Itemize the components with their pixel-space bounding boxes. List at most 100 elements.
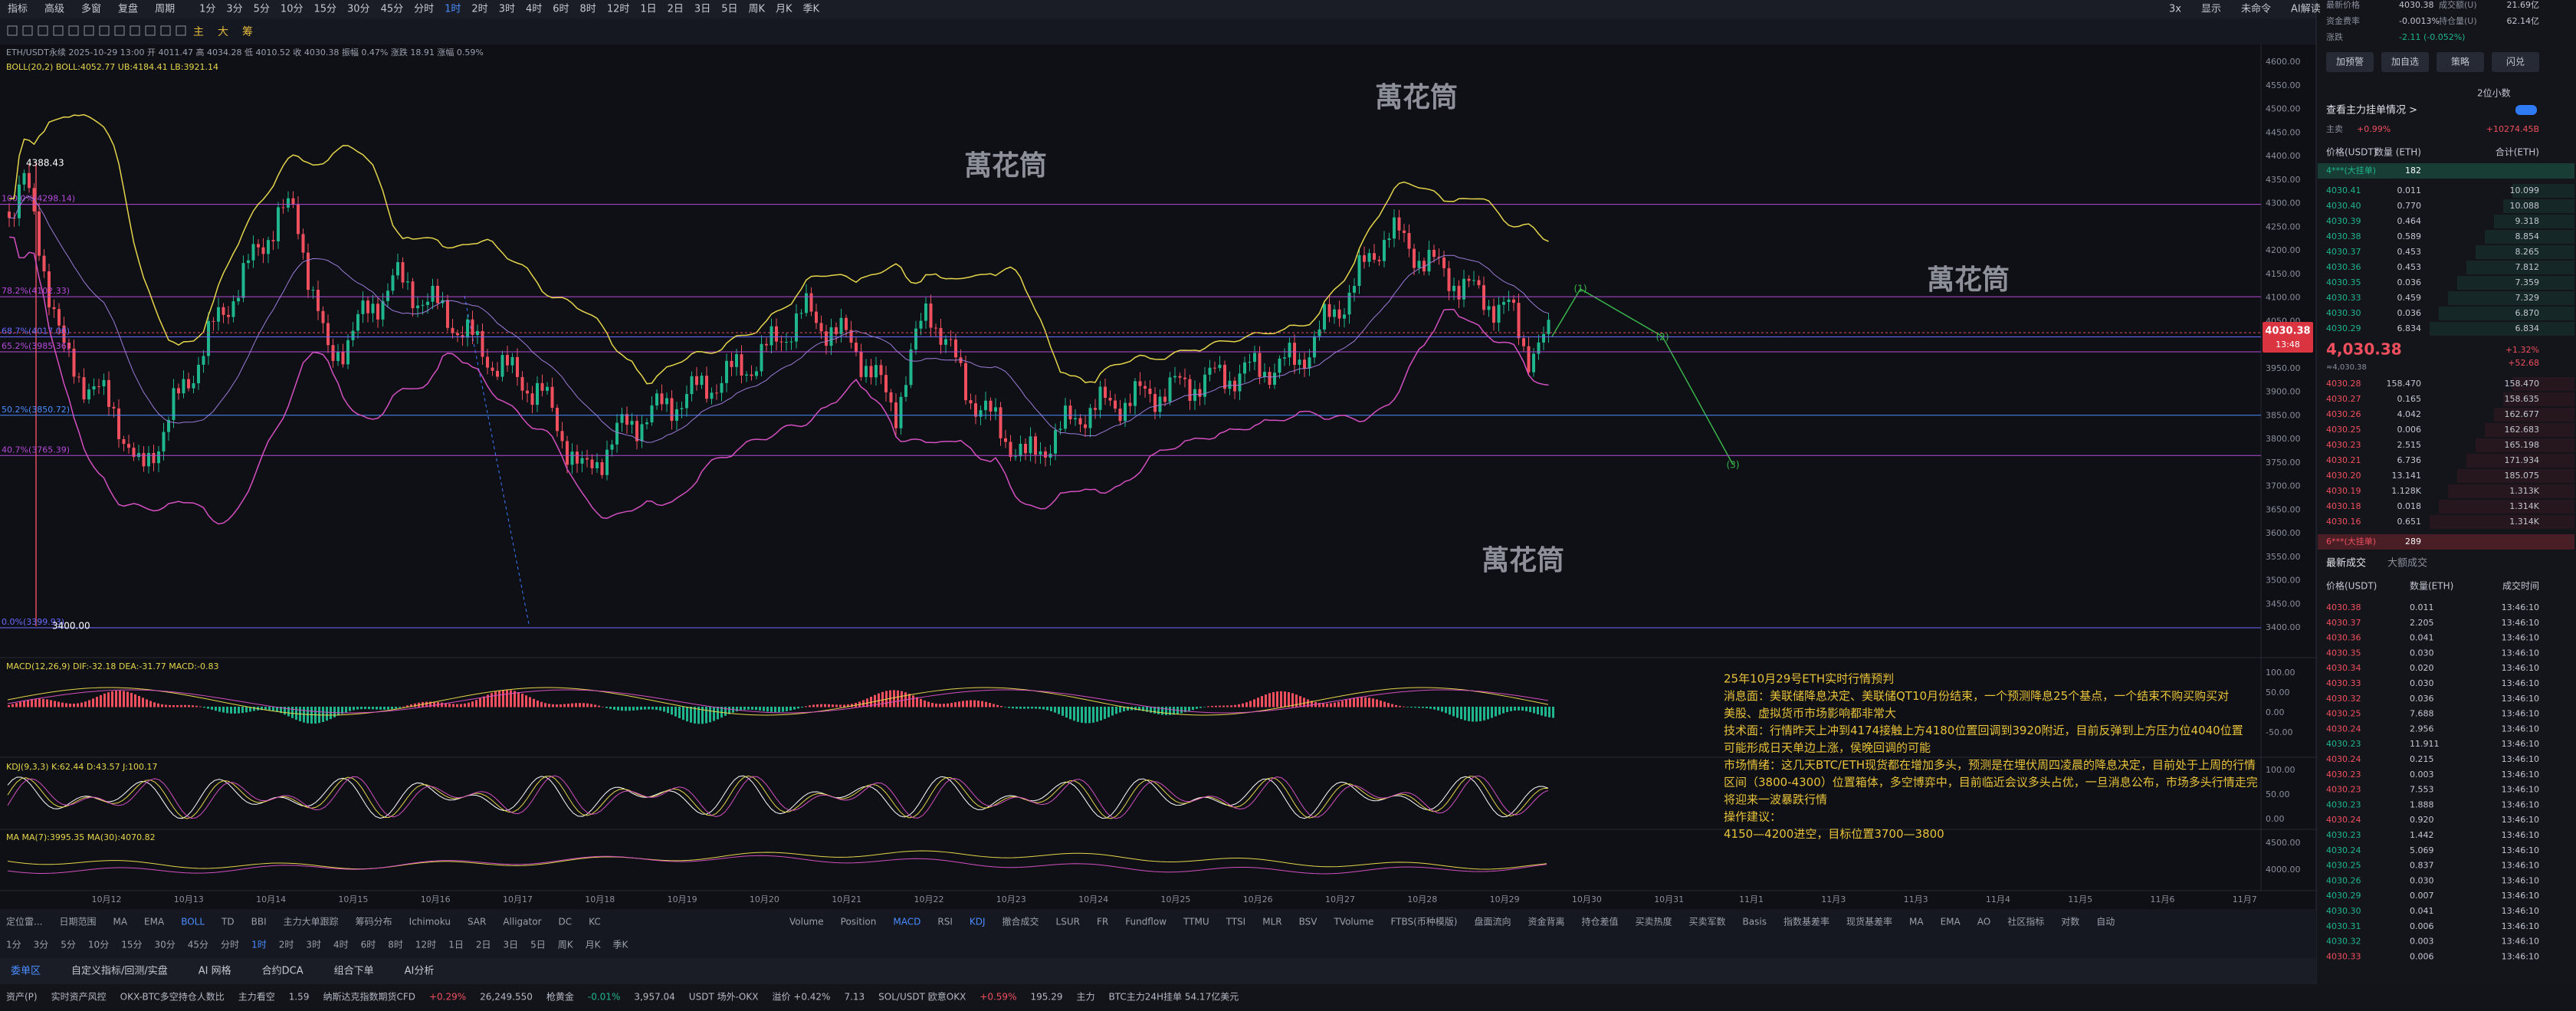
indicator-tab[interactable]: 持仓差值 xyxy=(1582,916,1619,927)
indicator-tab[interactable]: KC xyxy=(589,917,601,927)
panel-button[interactable] xyxy=(2381,52,2429,72)
period-item[interactable]: 45分 xyxy=(188,940,208,950)
tool-icon[interactable] xyxy=(38,25,48,36)
indicator-tab[interactable]: 主力大单跟踪 xyxy=(284,917,339,927)
period-item[interactable]: 3分 xyxy=(226,4,242,15)
period-item[interactable]: 4时 xyxy=(333,940,349,950)
period-item[interactable]: 1日 xyxy=(448,940,464,950)
period-item[interactable]: 1日 xyxy=(640,4,656,15)
period-item[interactable]: 2时 xyxy=(279,940,294,950)
toolbar-item[interactable]: 指标 xyxy=(8,4,28,15)
trades-tab[interactable]: 大额成交 xyxy=(2387,557,2427,570)
indicator-tab[interactable]: 日期范围 xyxy=(59,917,96,927)
indicator-tab[interactable]: MACD xyxy=(893,917,920,927)
toolbar-item[interactable]: 复盘 xyxy=(118,3,138,15)
bottom-tab[interactable]: 合约DCA xyxy=(262,966,304,977)
period-item[interactable]: 30分 xyxy=(154,940,175,950)
period-item[interactable]: 5日 xyxy=(721,4,737,15)
panel-button-label[interactable]: 闪兑 xyxy=(2506,57,2525,67)
bottom-tab[interactable]: 组合下单 xyxy=(334,966,374,977)
indicator-tab[interactable]: 指数基差率 xyxy=(1784,916,1829,927)
toolbar-item[interactable]: 周期 xyxy=(155,4,175,15)
period-item[interactable]: 12时 xyxy=(607,4,630,15)
period-item[interactable]: 6时 xyxy=(553,4,569,15)
tool-item[interactable]: 主 xyxy=(193,26,204,38)
period-item[interactable]: 10分 xyxy=(88,940,109,950)
period-item[interactable]: 3时 xyxy=(499,4,515,15)
panel-button[interactable] xyxy=(2437,52,2484,72)
period-item[interactable]: 2时 xyxy=(471,4,487,15)
indicator-tab[interactable]: DC xyxy=(559,917,573,927)
indicator-tab[interactable]: 买卖热度 xyxy=(1636,916,1672,927)
indicator-tab[interactable]: 资金背离 xyxy=(1528,916,1564,927)
indicator-tab[interactable]: 社区指标 xyxy=(2007,916,2044,927)
indicator-tab[interactable]: Ichimoku xyxy=(409,917,451,927)
toolbar-item[interactable]: AI解读 xyxy=(2291,4,2321,15)
indicator-tab[interactable]: TVolume xyxy=(1333,917,1373,927)
panel-button[interactable] xyxy=(2492,52,2539,72)
indicator-tab[interactable]: Volume xyxy=(789,917,824,927)
period-item[interactable]: 1时 xyxy=(445,4,461,15)
indicator-tab[interactable]: MA xyxy=(113,917,127,927)
indicator-tab[interactable]: 对数 xyxy=(2061,916,2079,927)
bottom-tab[interactable]: 委单区 xyxy=(11,966,41,977)
big-orders-link[interactable]: 查看主力挂单情况 > xyxy=(2326,104,2417,117)
toolbar-item[interactable]: 多窗 xyxy=(81,3,101,15)
period-item[interactable]: 15分 xyxy=(313,4,336,15)
tool-item[interactable]: 大 xyxy=(218,26,228,38)
period-item[interactable]: 8时 xyxy=(388,940,403,950)
indicator-tab[interactable]: EMA xyxy=(1941,917,1961,927)
period-item[interactable]: 1分 xyxy=(6,940,21,950)
indicator-tab[interactable]: FTBS(币种模版) xyxy=(1390,917,1457,927)
period-item[interactable]: 12时 xyxy=(415,940,436,950)
indicator-tab[interactable]: Position xyxy=(841,917,877,927)
period-item[interactable]: 5分 xyxy=(61,940,76,950)
period-item[interactable]: 1分 xyxy=(199,4,215,15)
period-item[interactable]: 5日 xyxy=(530,940,546,950)
period-item[interactable]: 2日 xyxy=(668,4,684,15)
period-item[interactable]: 月K xyxy=(776,4,792,15)
trades-tab[interactable]: 最新成交 xyxy=(2326,557,2366,570)
indicator-tab[interactable]: MLR xyxy=(1262,917,1281,927)
bottom-tab[interactable]: AI分析 xyxy=(405,966,435,977)
period-item[interactable]: 分时 xyxy=(221,940,239,950)
indicator-tab[interactable]: BBI xyxy=(251,917,267,927)
indicator-tab[interactable]: MA xyxy=(1909,917,1924,927)
tool-icon[interactable] xyxy=(145,25,156,36)
indicator-tab[interactable]: 撤合成交 xyxy=(1003,916,1039,927)
indicator-tab[interactable]: 定位雷... xyxy=(6,916,42,927)
indicator-tab[interactable]: KDJ xyxy=(970,917,986,927)
indicator-tab[interactable]: BOLL xyxy=(181,917,205,927)
panel-button-label[interactable]: 加自选 xyxy=(2391,57,2419,67)
tool-icon[interactable] xyxy=(22,25,33,36)
indicator-tab[interactable]: 现货基差率 xyxy=(1846,916,1892,927)
period-item[interactable]: 3分 xyxy=(34,940,49,950)
period-item[interactable]: 分时 xyxy=(414,4,434,15)
period-item[interactable]: 3日 xyxy=(694,4,710,15)
tool-icon[interactable] xyxy=(84,25,94,36)
indicator-tab[interactable]: AO xyxy=(1977,917,1990,927)
indicator-tab[interactable]: EMA xyxy=(144,917,165,927)
period-item[interactable]: 周K xyxy=(748,4,765,15)
period-item[interactable]: 1时 xyxy=(251,940,267,950)
tool-icon[interactable] xyxy=(114,25,125,36)
indicator-tab[interactable]: 筹码分布 xyxy=(356,917,392,927)
period-item[interactable]: 45分 xyxy=(381,4,404,15)
indicator-tab[interactable]: Basis xyxy=(1743,917,1767,927)
indicator-tab[interactable]: TD xyxy=(221,917,235,927)
period-item[interactable]: 30分 xyxy=(347,4,370,15)
indicator-tab[interactable]: Alligator xyxy=(503,917,541,927)
indicator-tab[interactable]: 自动 xyxy=(2096,917,2115,927)
tool-icon[interactable] xyxy=(68,25,79,36)
tool-icon[interactable] xyxy=(7,25,18,36)
indicator-tab[interactable]: RSI xyxy=(937,917,953,927)
indicator-tab[interactable]: 买卖军数 xyxy=(1689,916,1726,927)
period-item[interactable]: 15分 xyxy=(121,940,142,950)
indicator-tab[interactable]: SAR xyxy=(468,917,486,927)
tool-icon[interactable] xyxy=(160,25,171,36)
period-item[interactable]: 季K xyxy=(613,940,629,950)
tool-icon[interactable] xyxy=(99,25,110,36)
period-item[interactable]: 8时 xyxy=(580,4,596,15)
panel-button[interactable] xyxy=(2326,52,2374,72)
period-item[interactable]: 月K xyxy=(586,940,602,950)
